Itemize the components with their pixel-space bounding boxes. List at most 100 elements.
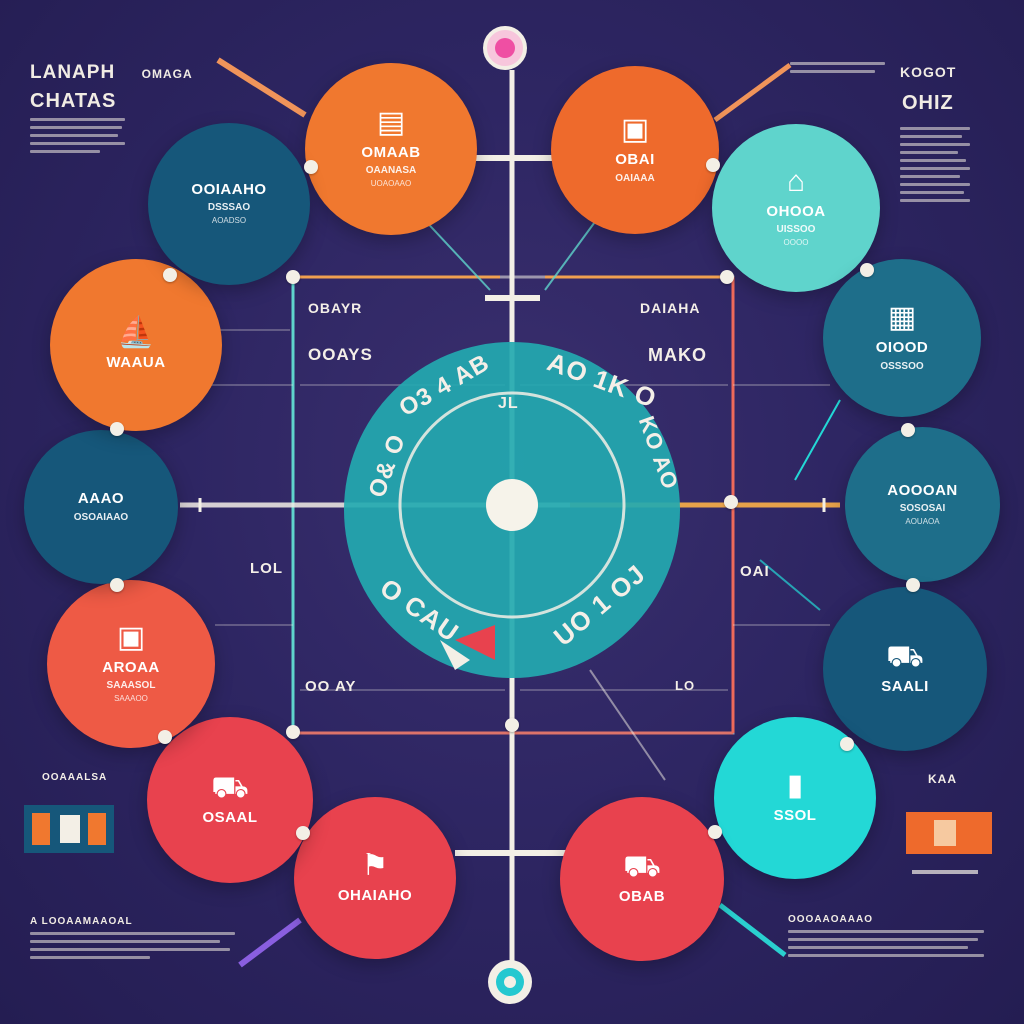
connector-thin: [759, 559, 821, 611]
connector-thin: [419, 214, 491, 291]
connector-dot: [708, 825, 722, 839]
legend-swatch-left: [24, 805, 114, 853]
cart-icon: ⛟: [623, 850, 661, 884]
text-line: [30, 956, 150, 959]
swatch-bar: [88, 813, 106, 845]
connector-dot: [706, 158, 720, 172]
header-right-tag: KOGOT: [900, 64, 957, 80]
node-cart[interactable]: ⛟ OBAB: [560, 797, 724, 961]
connector-dot: [163, 268, 177, 282]
panel-bottom-right: LO: [675, 678, 696, 693]
text-line: [900, 199, 970, 202]
node-flag[interactable]: ⚑ OHAIAHO: [294, 797, 456, 959]
connector-dot: [110, 422, 124, 436]
node-doc[interactable]: ▤ OMAAB OAANASA UOAOAAO: [305, 63, 477, 235]
text-line: [912, 870, 978, 874]
connector-dot: [286, 725, 300, 739]
text-line: [30, 932, 235, 935]
text-line: [900, 183, 970, 186]
connector-dot: [906, 578, 920, 592]
header-left-title: LANAPH: [30, 62, 116, 83]
text-line: [30, 134, 118, 137]
text-line: [900, 191, 964, 194]
connector-thin: [544, 214, 601, 291]
text-line: [30, 940, 220, 943]
panel-mid-right: OAI: [740, 563, 770, 580]
node-list[interactable]: AOOOAN SOSOSAI AOUAOA: [845, 427, 1000, 582]
connector-thin: [589, 669, 666, 781]
footer-left-title: A LOOAAMAAOAL: [30, 916, 133, 927]
text-line: [900, 143, 970, 146]
panel-mid-left: LOL: [250, 560, 283, 577]
swatch-bar: [32, 813, 50, 845]
header-left-block: LANAPH OMAGA CHATAS: [30, 62, 220, 153]
footer-right-block: OOOAAOAAAO: [788, 914, 988, 957]
text-line: [790, 62, 885, 65]
connector-dot: [158, 730, 172, 744]
panel-value-left: OOAYS: [308, 345, 373, 364]
connector-dot: [304, 160, 318, 174]
connector-dot: [110, 578, 124, 592]
header-right-title: OHIZ: [902, 92, 954, 114]
node-chart[interactable]: ▦ OIOOD OSSSOO: [823, 259, 981, 417]
connector-top-right: [713, 62, 792, 123]
node-people[interactable]: AAAO OSOAIAAO: [24, 430, 178, 584]
node-truck[interactable]: ⛟ OSAAL: [147, 717, 313, 883]
top-pin-core: [495, 38, 515, 58]
node-car[interactable]: ⛟ SAALI: [823, 587, 987, 751]
connector-top-left: [216, 57, 307, 118]
ring-mark: JL: [498, 395, 519, 412]
connector-bottom-left: [238, 917, 302, 968]
text-line: [788, 946, 968, 949]
right-bottom-label: KAA: [928, 772, 957, 786]
node-ship[interactable]: ⛵ WAAUA: [50, 259, 222, 431]
tag-icon: ▮: [786, 769, 804, 803]
text-line: [30, 948, 230, 951]
connector-thin: [794, 399, 841, 481]
connector-dot: [505, 718, 519, 732]
connector-dot: [286, 270, 300, 284]
text-line: [788, 954, 984, 957]
flag-icon: ⚑: [361, 849, 389, 883]
node-box[interactable]: ▣ AROAA SAAASOL SAAAOO: [47, 580, 215, 748]
bottom-pin-dot: [504, 976, 516, 988]
swatch-bar: [934, 820, 956, 846]
text-line: [900, 127, 970, 130]
node-laptop[interactable]: ⌂ OHOOA UISSOO OOOO: [712, 124, 880, 292]
text-line: [788, 938, 978, 941]
center-flag-mark: [440, 640, 470, 670]
text-line: [788, 930, 984, 933]
swatch-bar: [60, 815, 80, 843]
node-person[interactable]: OOIAAHO DSSSAO AOADSO: [148, 123, 310, 285]
panel-heading-left: OBAYR: [308, 300, 363, 316]
text-line: [30, 142, 125, 145]
header-left-tag: OMAGA: [141, 67, 193, 81]
panel-bottom-left: OO AY: [305, 678, 357, 695]
connector-dot: [724, 495, 738, 509]
chart-icon: ▦: [887, 301, 917, 335]
text-line: [900, 135, 962, 138]
text-line: [900, 167, 970, 170]
truck-icon: ⛟: [211, 771, 249, 805]
footer-right-title: OOOAAOAAAO: [788, 914, 873, 925]
node-bag[interactable]: ▣ OBAI OAIAAA: [551, 66, 719, 234]
header-left-subtitle: CHATAS: [30, 90, 117, 112]
legend-swatch-right: [906, 812, 992, 854]
text-line: [30, 118, 125, 121]
footer-left-block: A LOOAAMAAOAL: [30, 916, 240, 959]
box-icon: ▣: [116, 621, 146, 655]
connector-dot: [840, 737, 854, 751]
left-bottom-label: OOAAALSA: [42, 772, 108, 783]
connector-dot: [296, 826, 310, 840]
connector-bottom-right: [718, 903, 787, 957]
center-flag-mark-red: [455, 625, 495, 660]
text-line: [900, 175, 960, 178]
header-right-block: KOGOT OHIZ: [790, 62, 980, 202]
center-inner-ring: [398, 391, 626, 619]
panel-value-right: MAKO: [648, 345, 707, 365]
center-hub: [486, 479, 538, 531]
connector-dot: [720, 270, 734, 284]
